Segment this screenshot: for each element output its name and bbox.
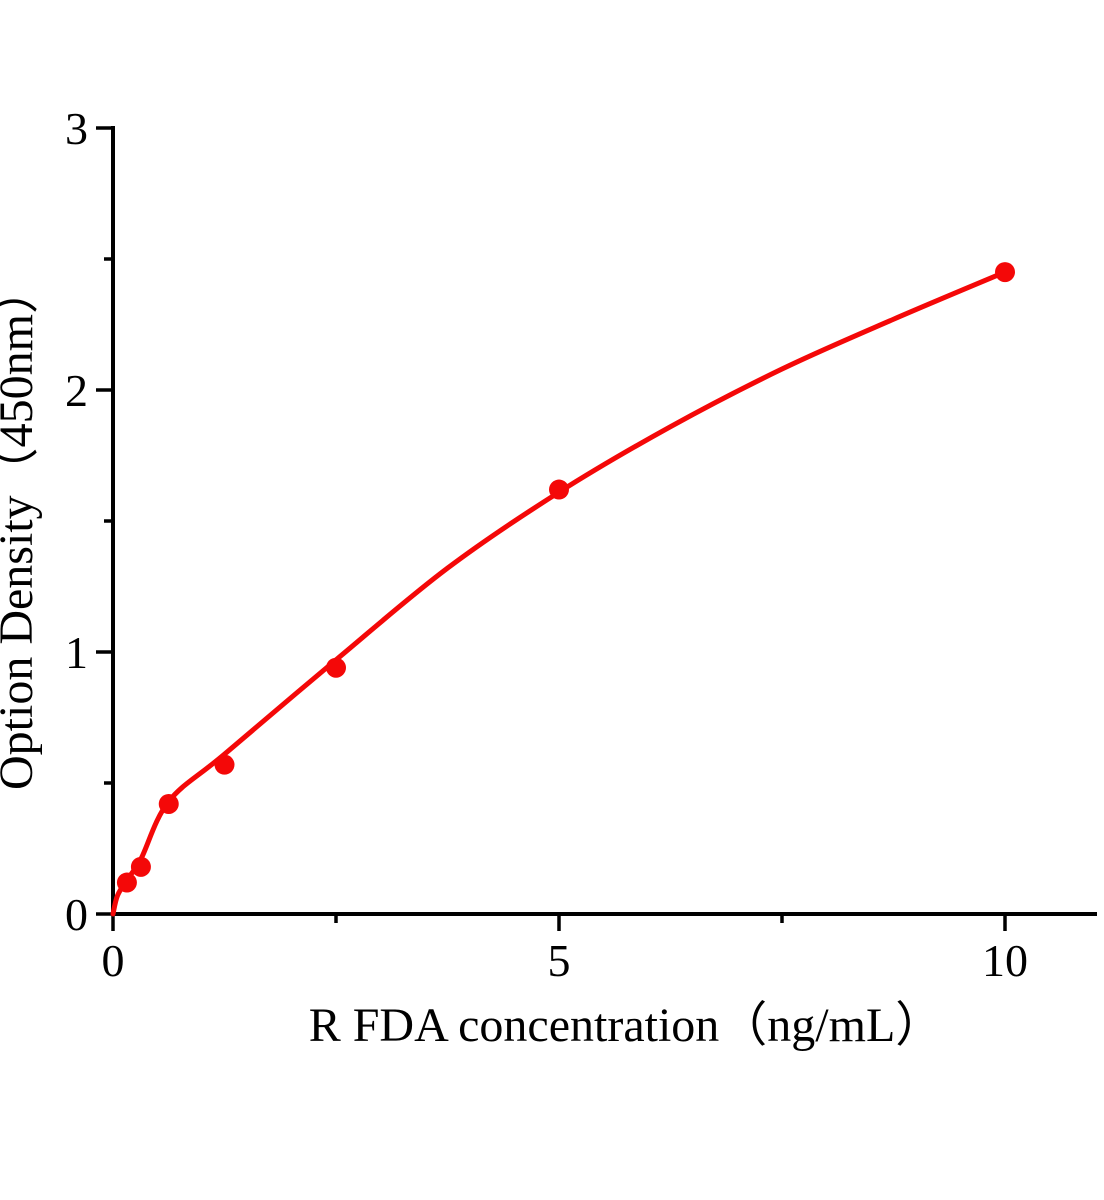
y-tick-label: 3 xyxy=(65,103,88,154)
data-point xyxy=(326,657,346,678)
y-tick-label: 1 xyxy=(65,627,88,678)
data-point xyxy=(214,754,235,775)
y-tick-label: 0 xyxy=(65,889,88,940)
data-point xyxy=(116,872,137,893)
y-axis-label: Option Density（450nm） xyxy=(0,266,43,790)
y-tick-label: 2 xyxy=(65,365,88,416)
data-point xyxy=(995,262,1015,283)
x-tick-label: 5 xyxy=(548,935,571,986)
data-point xyxy=(130,856,151,877)
data-point xyxy=(549,479,569,500)
plot-area: 0 5 10 0 1 2 3 xyxy=(65,103,1097,986)
x-tick-label: 0 xyxy=(102,935,125,986)
x-axis-label: R FDA concentration（ng/mL） xyxy=(309,999,944,1052)
fitted-curve xyxy=(110,269,1008,917)
x-tick-label: 10 xyxy=(982,935,1028,986)
data-point xyxy=(158,793,179,814)
